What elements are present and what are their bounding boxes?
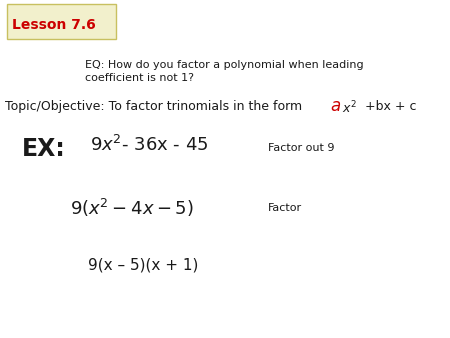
Text: coefficient is not 1?: coefficient is not 1? (85, 73, 194, 83)
FancyBboxPatch shape (7, 4, 116, 39)
Text: $9x^2$- 36x - 45: $9x^2$- 36x - 45 (90, 135, 208, 155)
Text: $9(x^2 - 4x - 5)$: $9(x^2 - 4x - 5)$ (70, 197, 194, 219)
Text: Factor out 9: Factor out 9 (268, 143, 334, 153)
Text: $x^2$: $x^2$ (342, 100, 357, 117)
Text: Lesson 7.6: Lesson 7.6 (12, 18, 96, 32)
Text: Factor: Factor (268, 203, 302, 213)
Text: EX:: EX: (22, 137, 66, 161)
Text: +bx + c: +bx + c (361, 100, 417, 113)
Text: EQ: How do you factor a polynomial when leading: EQ: How do you factor a polynomial when … (85, 60, 364, 70)
Text: 9(x – 5)(x + 1): 9(x – 5)(x + 1) (88, 257, 198, 272)
Text: Topic/Objective: To factor trinomials in the form: Topic/Objective: To factor trinomials in… (5, 100, 306, 113)
Text: $a$: $a$ (330, 97, 341, 115)
